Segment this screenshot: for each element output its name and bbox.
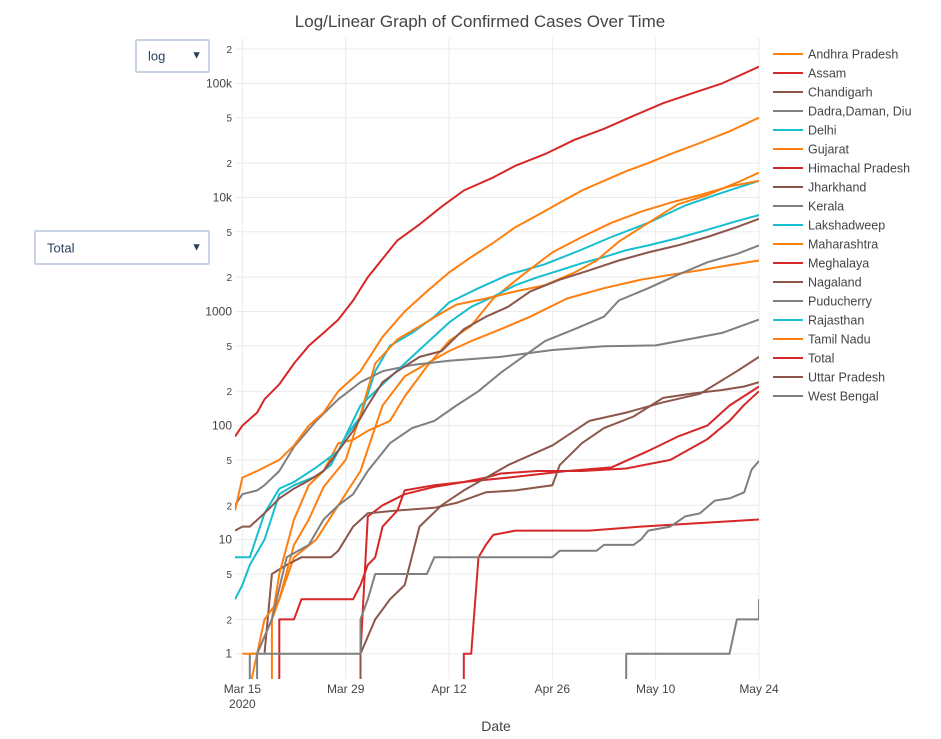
legend-label: Nagaland: [808, 276, 862, 290]
series-line: [242, 171, 759, 655]
y-tick-label: 100k: [206, 76, 233, 90]
y-tick-label: 10: [219, 533, 233, 547]
y-tick-label: 5: [226, 114, 232, 125]
y-tick-label: 2: [226, 387, 232, 398]
scale-dropdown[interactable]: log ▼: [135, 39, 210, 73]
legend-label: Puducherry: [808, 295, 873, 309]
series-line: [235, 318, 759, 506]
chevron-down-icon: ▼: [191, 49, 202, 62]
series-line: [462, 518, 759, 679]
y-tick-label: 5: [226, 342, 232, 353]
series-line: [270, 179, 759, 679]
legend-label: Delhi: [808, 124, 837, 138]
x-tick-label: Apr 12: [431, 682, 467, 696]
x-tick-label: May 24: [739, 682, 779, 696]
legend-label: Rajasthan: [808, 314, 864, 328]
series-line: [359, 385, 759, 679]
legend-label: Assam: [808, 67, 846, 81]
y-tick-label: 10k: [213, 190, 233, 204]
legend-label: Meghalaya: [808, 257, 869, 271]
series-line: [359, 356, 759, 679]
y-tick-label: 2: [226, 45, 232, 56]
y-axis-ticks: 1 2 5 10 2 5 100 2 5 1000 2 5 10k 2 5 100k 2: [205, 45, 233, 661]
chart-title: Log/Linear Graph of Confirmed Cases Over…: [295, 12, 665, 31]
series-line: [256, 244, 759, 679]
series-line: [625, 599, 759, 679]
series-line: [235, 116, 759, 511]
legend-label: Maharashtra: [808, 238, 878, 252]
x-axis-label: Date: [481, 718, 511, 734]
legend-label: Dadra,Daman, Diu: [808, 105, 912, 119]
y-tick-label: 5: [226, 570, 232, 581]
legend-label: Himachal Pradesh: [808, 162, 910, 176]
legend-label: Chandigarh: [808, 86, 873, 100]
y-tick-label: 5: [226, 228, 232, 239]
y-tick-label: 1000: [205, 305, 232, 319]
legend-label: Gujarat: [808, 143, 850, 157]
legend-label: Total: [808, 352, 834, 366]
y-tick-label: 100: [212, 419, 232, 433]
series-dropdown-value: Total: [47, 240, 75, 255]
legend-label: Tamil Nadu: [808, 333, 871, 347]
series-line: [235, 217, 759, 532]
series-dropdown[interactable]: Total ▼: [34, 230, 210, 265]
x-tick-sublabel: 2020: [229, 697, 256, 711]
series-line: [263, 381, 759, 654]
scale-dropdown-value: log: [148, 48, 166, 64]
series-lines: [235, 65, 759, 679]
x-tick-label: Apr 26: [535, 682, 571, 696]
legend-label: Lakshadweep: [808, 219, 885, 233]
y-tick-label: 2: [226, 159, 232, 170]
series-line: [278, 390, 759, 679]
y-tick-label: 2: [226, 615, 232, 626]
y-tick-label: 2: [226, 501, 232, 512]
series-line: [235, 214, 759, 559]
y-tick-label: 2: [226, 273, 232, 284]
legend: Andhra Pradesh Assam Chandigarh Dadra,Daman…: [773, 48, 912, 404]
legend-label: Kerala: [808, 200, 844, 214]
chevron-down-icon: ▼: [191, 240, 202, 253]
series-line: [235, 65, 759, 438]
y-tick-label: 1: [225, 647, 232, 661]
series-line: [250, 259, 759, 679]
legend-label: Andhra Pradesh: [808, 48, 898, 62]
legend-label: Jharkhand: [808, 181, 866, 195]
series-line: [248, 460, 759, 679]
x-tick-label: Mar 15: [224, 682, 262, 696]
legend-label: West Bengal: [808, 390, 879, 404]
x-tick-label: May 10: [636, 682, 676, 696]
gridlines: [235, 38, 760, 679]
x-tick-label: Mar 29: [327, 682, 365, 696]
y-tick-label: 5: [226, 456, 232, 467]
legend-label: Uttar Pradesh: [808, 371, 885, 385]
